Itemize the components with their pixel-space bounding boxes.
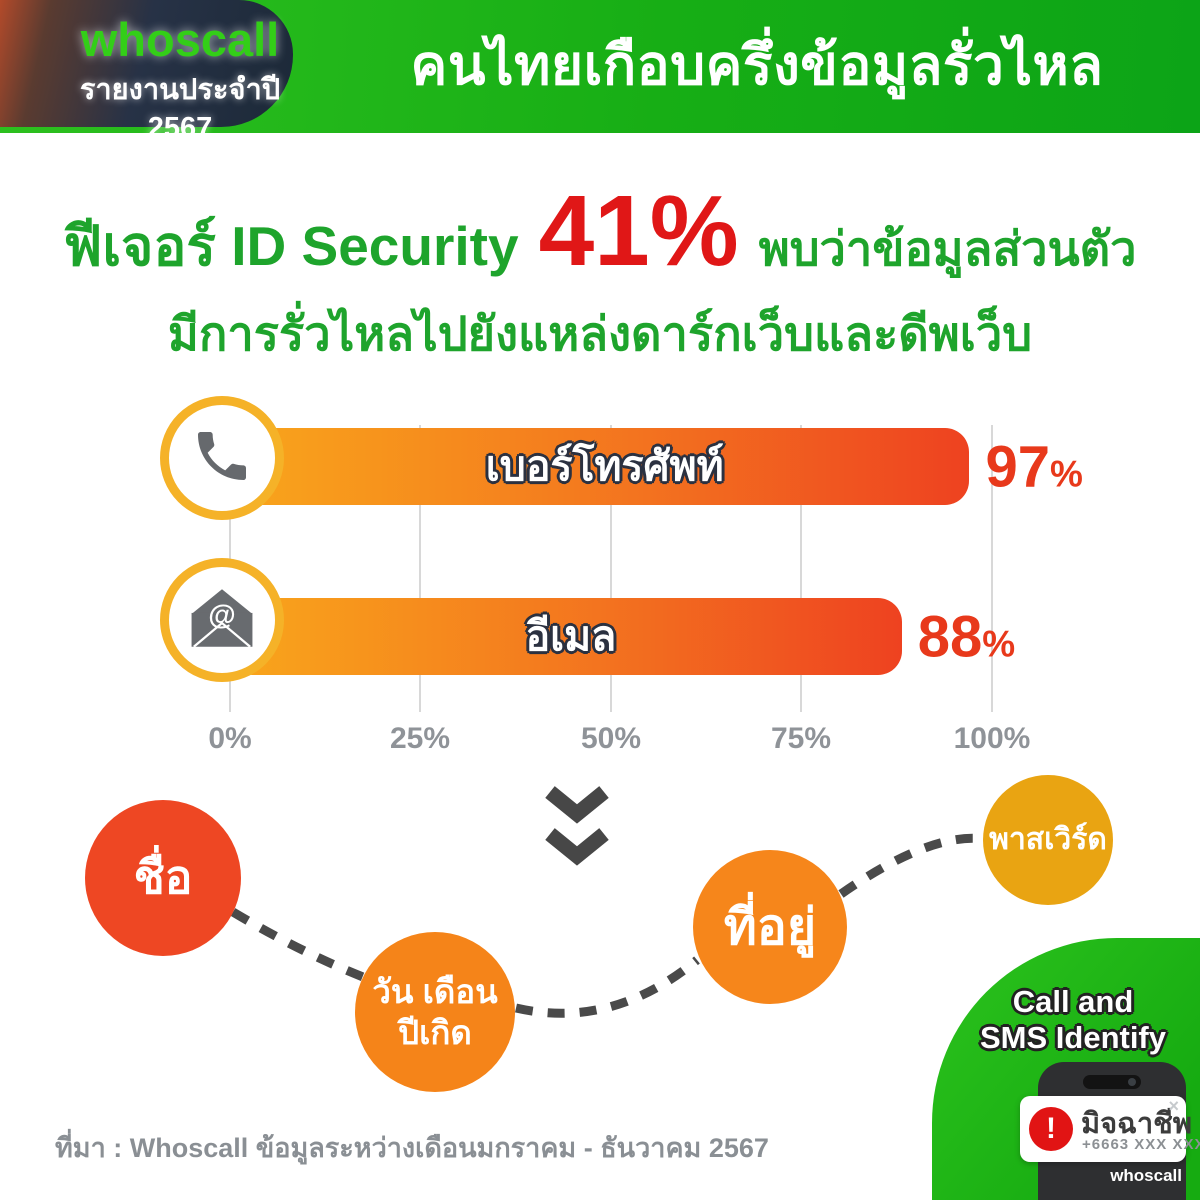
bar-row-email: อีเมล 88% — [240, 598, 1015, 675]
email-icon: @ — [188, 587, 256, 654]
gridline — [610, 425, 612, 712]
close-icon: × — [1168, 1096, 1179, 1116]
page-title: คนไทยเกือบครึ่งข้อมูลรั่วไหล — [410, 33, 1104, 96]
email-icon-circle: @ — [160, 558, 284, 682]
x-axis-tick: 25% — [389, 722, 451, 755]
phone-icon — [190, 424, 254, 493]
camera-dot — [1128, 1078, 1136, 1086]
x-axis-tick: 100% — [953, 722, 1031, 755]
warning-icon: ! — [1029, 1107, 1073, 1151]
x-axis-tick: 50% — [580, 722, 642, 755]
source-note: ที่มา : Whoscall ข้อมูลระหว่างเดือนมกราค… — [55, 1133, 769, 1163]
phone-icon-circle — [160, 396, 284, 520]
leak-item-address: ที่อยู่ — [693, 850, 847, 1004]
gridline — [419, 425, 421, 712]
popup-brand: whoscall — [1110, 1166, 1182, 1185]
bar-phone: เบอร์โทรศัพท์ — [240, 428, 970, 505]
bar-email: อีเมล — [240, 598, 902, 675]
brand-badge: whoscall รายงานประจำปี 2567 — [0, 0, 293, 144]
leak-item-birthdate: วัน เดือน ปีเกิด — [355, 932, 515, 1092]
chevron-down-icon — [542, 784, 612, 877]
promo-card: Call and SMS Identify ! มิจฉาชีพ +6663 X… — [932, 938, 1200, 1200]
gridline — [991, 425, 993, 712]
headline-suffix: พบว่าข้อมูลส่วนตัว — [758, 222, 1137, 275]
bar-row-phone: เบอร์โทรศัพท์ 97% — [240, 428, 1083, 505]
bar-value-email: 88% — [917, 604, 1016, 669]
bar-label-phone: เบอร์โทรศัพท์ — [485, 443, 724, 489]
headline-percent: 41% — [538, 175, 739, 287]
whoscall-logo: whoscall — [80, 13, 280, 66]
header: คนไทยเกือบครึ่งข้อมูลรั่วไหล whoscall รา… — [0, 0, 1200, 144]
headline-prefix: ฟีเจอร์ ID Security — [63, 215, 519, 277]
phone-island — [1083, 1075, 1141, 1089]
leak-item-name: ชื่อ — [85, 800, 241, 956]
caller-label: มิจฉาชีพ — [1081, 1108, 1192, 1140]
bar-label-email: อีเมล — [525, 613, 617, 659]
gridline — [800, 425, 802, 712]
svg-text:@: @ — [208, 598, 235, 630]
bar-value-phone: 97% — [985, 434, 1083, 499]
promo-title: Call and SMS Identify — [979, 984, 1166, 1055]
headline: ฟีเจอร์ ID Security 41% พบว่าข้อมูลส่วนต… — [0, 175, 1200, 371]
x-axis-tick: 75% — [770, 722, 832, 755]
headline-line2: มีการรั่วไหลไปยังแหล่งดาร์กเว็บและดีพเว็… — [167, 307, 1033, 360]
report-year-subtitle: รายงานประจำปี 2567 — [79, 74, 281, 144]
x-axis-tick: 0% — [208, 722, 252, 755]
leak-item-password: พาสเวิร์ด — [983, 775, 1113, 905]
